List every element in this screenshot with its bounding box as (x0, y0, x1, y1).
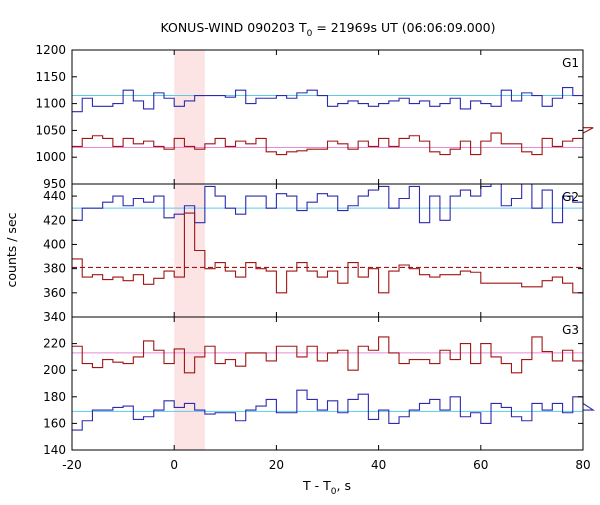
series-line-g3-1 (72, 389, 596, 431)
panel-label-g3: G3 (562, 323, 579, 337)
y-tick-label-g3-4: 220 (43, 337, 66, 351)
series-line-g2-0 (72, 183, 583, 224)
y-tick-label-g3-0: 140 (43, 443, 66, 457)
panel-label-g1: G1 (562, 56, 579, 70)
series-line-g2-1 (72, 212, 583, 294)
y-tick-label-g1-1: 1000 (35, 150, 66, 164)
x-axis-label-main: T - T (302, 478, 331, 493)
x-tick-label-5: 80 (575, 458, 590, 472)
y-tick-label-g2-2: 380 (43, 262, 66, 276)
data-layer (72, 86, 596, 431)
y-tick-label-g3-3: 200 (43, 363, 66, 377)
y-tick-label-g1-4: 1150 (35, 70, 66, 84)
x-axis-label-rest: , s (337, 478, 351, 493)
series-line-g3-0 (72, 336, 584, 374)
x-axis-label-subscript: 0 (331, 487, 337, 497)
x-tick-label-3: 40 (371, 458, 386, 472)
y-tick-label-g2-1: 360 (43, 286, 66, 300)
panel-frame-g1 (71, 49, 584, 185)
x-axis-label: T - T0, s (302, 478, 351, 497)
y-tick-label-g3-1: 160 (43, 416, 66, 430)
x-tick-label-0: -20 (62, 458, 82, 472)
chart-title: KONUS-WIND 090203 T0 = 21969s UT (06:06:… (160, 20, 495, 39)
series-line-g1-0 (72, 86, 583, 113)
panel-label-g2: G2 (562, 190, 579, 204)
x-tick-label-2: 20 (269, 458, 284, 472)
panel-frame-g3 (71, 316, 584, 451)
series-line-g1-1 (72, 127, 594, 156)
chart-title-rest: = 21969s UT (06:06:09.000) (312, 20, 495, 35)
y-tick-label-g1-3: 1100 (35, 97, 66, 111)
axes-layer: 95010001050110011501200G1340360380400420… (35, 43, 590, 472)
y-tick-label-g2-3: 400 (43, 237, 66, 251)
y-tick-label-g2-4: 420 (43, 213, 66, 227)
chart-title-subscript: 0 (307, 29, 313, 39)
y-axis-label: counts / sec (4, 212, 19, 287)
y-tick-label-g2-0: 340 (43, 310, 66, 324)
panel-frame-g2 (71, 183, 584, 318)
y-tick-label-g1-2: 1050 (35, 123, 66, 137)
x-tick-label-4: 60 (473, 458, 488, 472)
chart-title-main: KONUS-WIND 090203 T (160, 20, 306, 35)
y-tick-label-g2-5: 440 (43, 189, 66, 203)
x-tick-label-1: 0 (170, 458, 178, 472)
y-tick-label-g1-0: 950 (43, 177, 66, 191)
y-tick-label-g3-2: 180 (43, 390, 66, 404)
y-tick-label-g1-5: 1200 (35, 43, 66, 57)
